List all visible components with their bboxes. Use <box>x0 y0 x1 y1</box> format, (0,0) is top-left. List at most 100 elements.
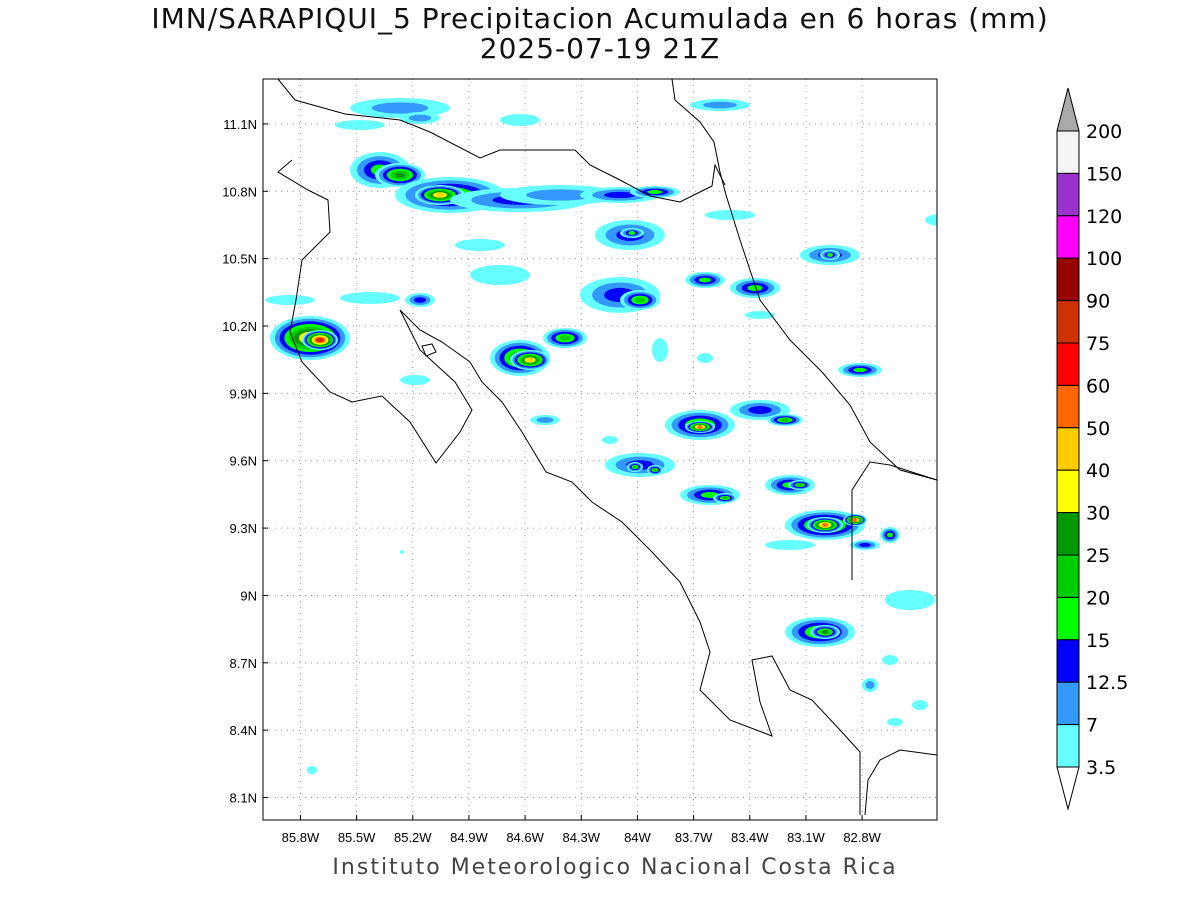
precip-contour <box>602 436 618 444</box>
precip-contour <box>526 358 534 362</box>
precip-contour <box>912 700 928 710</box>
colorbar-segment <box>1056 130 1080 174</box>
lon-tick-label: 84.3W <box>562 830 600 845</box>
lat-tick-label: 10.8N <box>222 184 257 199</box>
colorbar-label: 25 <box>1086 545 1110 567</box>
colorbar-label: 75 <box>1086 333 1110 355</box>
colorbar-over-triangle <box>1056 87 1080 132</box>
colorbar-segment <box>1056 300 1080 344</box>
colorbar: 200 150 120 100 90 75 60 50 40 30 25 20 15 12.5 7 3.5 <box>1056 87 1128 811</box>
colorbar-segment <box>1056 681 1080 726</box>
colorbar-segment <box>1056 639 1080 683</box>
colorbar-segment <box>1056 512 1080 556</box>
precip-contour <box>853 367 867 373</box>
precip-contour <box>400 375 430 385</box>
precip-contour <box>826 253 834 257</box>
lon-tick-label: 84W <box>624 830 651 845</box>
lat-tick-label: 8.1N <box>230 791 257 806</box>
nicoya-gulf-island <box>421 343 437 357</box>
panama-border <box>851 461 937 580</box>
lon-tick-label: 85.5W <box>338 830 376 845</box>
colorbar-segment <box>1056 257 1080 302</box>
precip-contour <box>853 518 857 522</box>
colorbar-label: 7 <box>1086 715 1098 737</box>
colorbar-segment <box>1056 342 1080 386</box>
precip-contour <box>747 284 763 292</box>
precip-contour <box>886 532 894 538</box>
precip-contour <box>400 550 404 554</box>
precipitation-field <box>265 98 937 774</box>
caribbean-coast <box>671 79 937 481</box>
coastlines <box>277 79 937 816</box>
lat-tick-label: 9N <box>240 588 257 603</box>
lon-tick-label: 84.9W <box>450 830 488 845</box>
colorbar-label: 150 <box>1086 163 1122 185</box>
precip-contour <box>748 406 772 414</box>
precip-contour <box>470 265 530 285</box>
lon-tick-label: 85.2W <box>394 830 432 845</box>
precip-contour <box>765 540 815 550</box>
precip-contour <box>307 766 317 774</box>
lon-tick-label: 83.4W <box>731 830 769 845</box>
lat-tick-label: 10.5N <box>222 252 257 267</box>
precip-contour <box>265 295 315 305</box>
colorbar-label: 100 <box>1086 248 1122 270</box>
colorbar-label: 60 <box>1086 375 1110 397</box>
precip-contour <box>822 523 828 527</box>
precip-contour <box>500 114 540 126</box>
precip-contour <box>797 483 803 487</box>
colorbar-label: 12.5 <box>1086 672 1128 694</box>
lon-tick-label: 84.6W <box>506 830 544 845</box>
osa-coast <box>864 749 937 816</box>
colorbar-segment <box>1056 469 1080 514</box>
precip-contour <box>745 311 775 319</box>
precip-contour <box>882 655 898 665</box>
lat-tick-label: 8.4N <box>230 723 257 738</box>
colorbar-segment <box>1056 215 1080 259</box>
precip-contour <box>371 102 429 114</box>
precip-contour <box>647 190 663 194</box>
precip-contour <box>436 193 444 197</box>
precip-contour <box>705 210 755 220</box>
precip-contour <box>604 191 636 199</box>
precip-contour <box>317 338 323 342</box>
precip-contour <box>722 496 728 500</box>
precip-contour <box>885 590 935 610</box>
precip-contour <box>887 718 903 726</box>
colorbar-segment <box>1056 596 1080 641</box>
lat-tick-label: 10.2N <box>222 319 257 334</box>
precip-contour <box>703 101 737 109</box>
precip-contour <box>340 292 400 304</box>
colorbar-label: 15 <box>1086 630 1110 652</box>
nicaragua-border <box>277 79 726 203</box>
colorbar-segment <box>1056 172 1080 217</box>
colorbar-label: 20 <box>1086 587 1110 609</box>
colorbar-label: 200 <box>1086 121 1122 143</box>
colorbar-under-triangle <box>1056 766 1080 811</box>
colorbar-label: 90 <box>1086 291 1110 313</box>
colorbar-segment <box>1056 427 1080 471</box>
precip-contour <box>698 277 712 283</box>
lat-tick-label: 9.6N <box>230 454 257 469</box>
credit-text: Instituto Meteorologico Nacional Costa R… <box>332 855 898 880</box>
colorbar-segment <box>1056 384 1080 429</box>
precip-contour <box>526 189 594 201</box>
precip-contour <box>653 468 657 472</box>
precip-contour <box>536 417 554 423</box>
lat-tick-label: 8.7N <box>230 656 257 671</box>
lon-tick-label: 82.8W <box>843 830 881 845</box>
colorbar-label: 30 <box>1086 503 1110 525</box>
colorbar-label: 40 <box>1086 460 1110 482</box>
precip-contour <box>821 630 829 634</box>
precip-contour <box>652 338 668 362</box>
precip-contour <box>394 172 406 178</box>
precip-contour <box>455 239 505 251</box>
colorbar-label: 3.5 <box>1086 757 1116 779</box>
colorbar-label: 50 <box>1086 418 1110 440</box>
precip-contour <box>635 297 645 303</box>
lon-tick-label: 83.7W <box>675 830 713 845</box>
precip-contour <box>335 120 385 130</box>
precip-contour <box>633 465 637 469</box>
precip-contour <box>559 335 571 341</box>
